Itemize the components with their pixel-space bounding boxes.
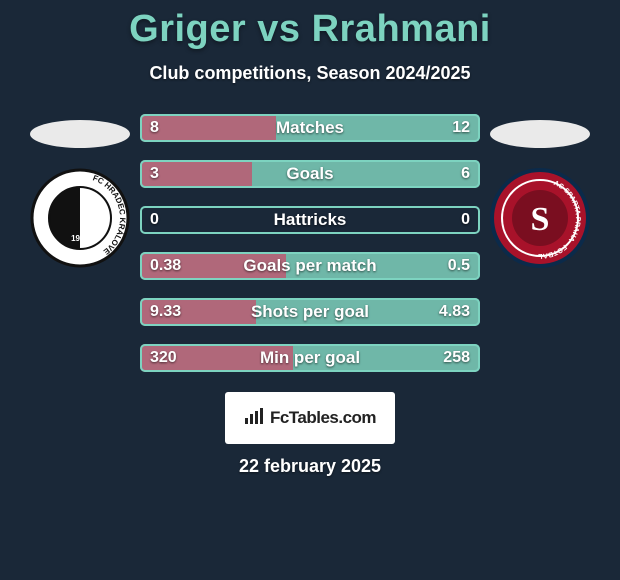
svg-text:1905: 1905: [71, 234, 89, 243]
stat-row: 36Goals: [140, 160, 480, 188]
sparta-praha-crest-icon: S AC SPARTA PRAHA · FOTBAL: [490, 168, 590, 268]
right-team-crest: S AC SPARTA PRAHA · FOTBAL: [490, 168, 590, 268]
comparison-panel: FC HRADEC KRÁLOVÉ 1905 812Matches 36Goals…: [0, 114, 620, 372]
right-team-column: S AC SPARTA PRAHA · FOTBAL: [480, 114, 600, 268]
brand-text: FcTables.com: [270, 408, 376, 428]
stat-label: Matches: [140, 118, 480, 138]
left-player-photo: [30, 120, 130, 148]
stat-label: Hattricks: [140, 210, 480, 230]
left-team-crest: FC HRADEC KRÁLOVÉ 1905: [30, 168, 130, 268]
stat-row: 0.380.5Goals per match: [140, 252, 480, 280]
subtitle: Club competitions, Season 2024/2025: [0, 63, 620, 84]
stat-row: 320258Min per goal: [140, 344, 480, 372]
left-team-column: FC HRADEC KRÁLOVÉ 1905: [20, 114, 140, 268]
stat-label: Goals: [140, 164, 480, 184]
stat-label: Shots per goal: [140, 302, 480, 322]
stat-row: 9.334.83Shots per goal: [140, 298, 480, 326]
brand-badge: FcTables.com: [225, 392, 395, 444]
svg-text:S: S: [531, 201, 550, 238]
stat-row: 812Matches: [140, 114, 480, 142]
stat-label: Min per goal: [140, 348, 480, 368]
right-player-photo: [490, 120, 590, 148]
stat-label: Goals per match: [140, 256, 480, 276]
chart-icon: [244, 408, 264, 429]
stat-row: 00Hattricks: [140, 206, 480, 234]
footer-date: 22 february 2025: [0, 456, 620, 477]
stats-list: 812Matches 36Goals 00Hattricks 0.380.5Goals…: [140, 114, 480, 372]
page-title: Griger vs Rrahmani: [0, 0, 620, 51]
hradec-kralove-crest-icon: FC HRADEC KRÁLOVÉ 1905: [30, 168, 130, 268]
